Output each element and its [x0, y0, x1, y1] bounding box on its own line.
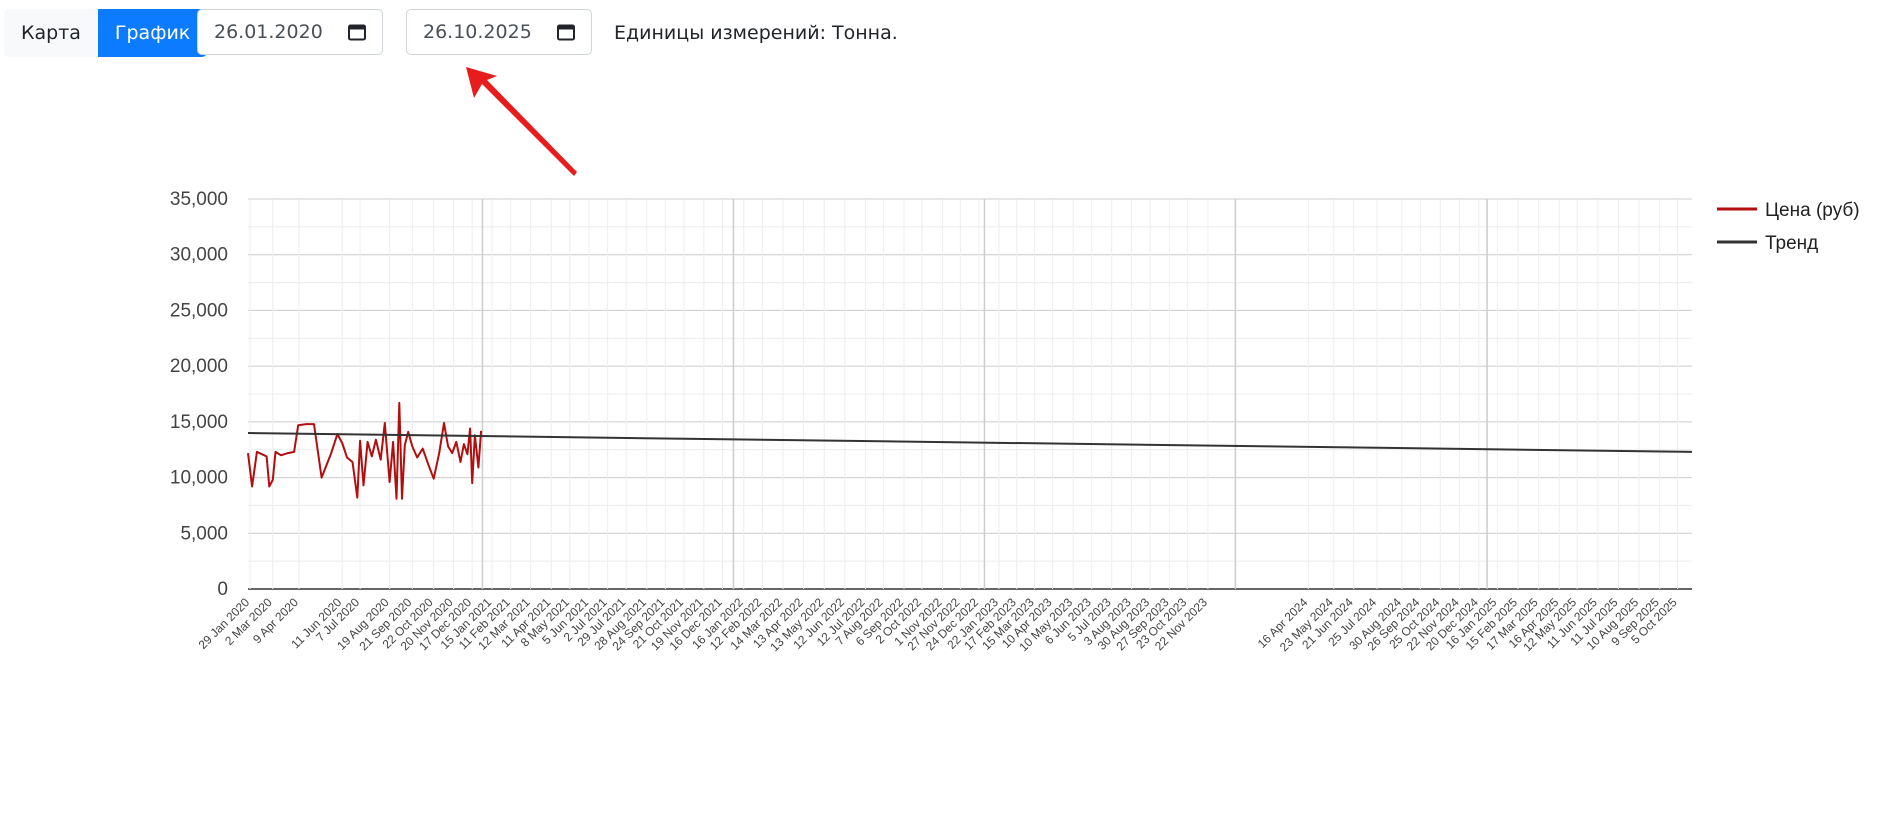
toolbar: Карта График 26.01.2020 26.10.2025 Едини…: [0, 0, 1888, 70]
chart-legend: Цена (руб) Тренд: [1717, 200, 1860, 254]
date-from-value: 26.01.2020: [214, 21, 323, 43]
date-to-value: 26.10.2025: [423, 21, 532, 43]
legend-label: Цена (руб): [1765, 200, 1860, 221]
calendar-icon[interactable]: [557, 23, 575, 41]
y-tick-label: 25,000: [170, 300, 228, 321]
series-line: [247, 432, 1693, 453]
y-tick-label: 5,000: [180, 523, 228, 544]
date-from-field[interactable]: 26.01.2020: [197, 9, 383, 55]
chart-series: [247, 401, 1693, 500]
series-line: [247, 401, 483, 500]
legend-label: Тренд: [1765, 233, 1818, 254]
view-toggle-group: Карта График: [4, 9, 208, 57]
y-tick-label: 30,000: [170, 245, 228, 266]
y-tick-label: 15,000: [170, 412, 228, 433]
y-tick-label: 10,000: [170, 468, 228, 489]
chart-button[interactable]: График: [97, 9, 208, 57]
arrow-icon: [466, 67, 577, 176]
map-button[interactable]: Карта: [4, 9, 98, 57]
calendar-icon[interactable]: [348, 23, 366, 41]
y-tick-label: 20,000: [170, 356, 228, 377]
date-to-field[interactable]: 26.10.2025: [406, 9, 592, 55]
y-axis: 0 5,000 10,000 15,000 20,000 25,000 30,000 35,0…: [170, 189, 228, 600]
chart-grid: [248, 198, 1692, 590]
units-label: Единицы измерений: Тонна.: [614, 22, 898, 44]
y-tick-label: 0: [217, 579, 228, 600]
y-tick-label: 35,000: [170, 189, 228, 210]
